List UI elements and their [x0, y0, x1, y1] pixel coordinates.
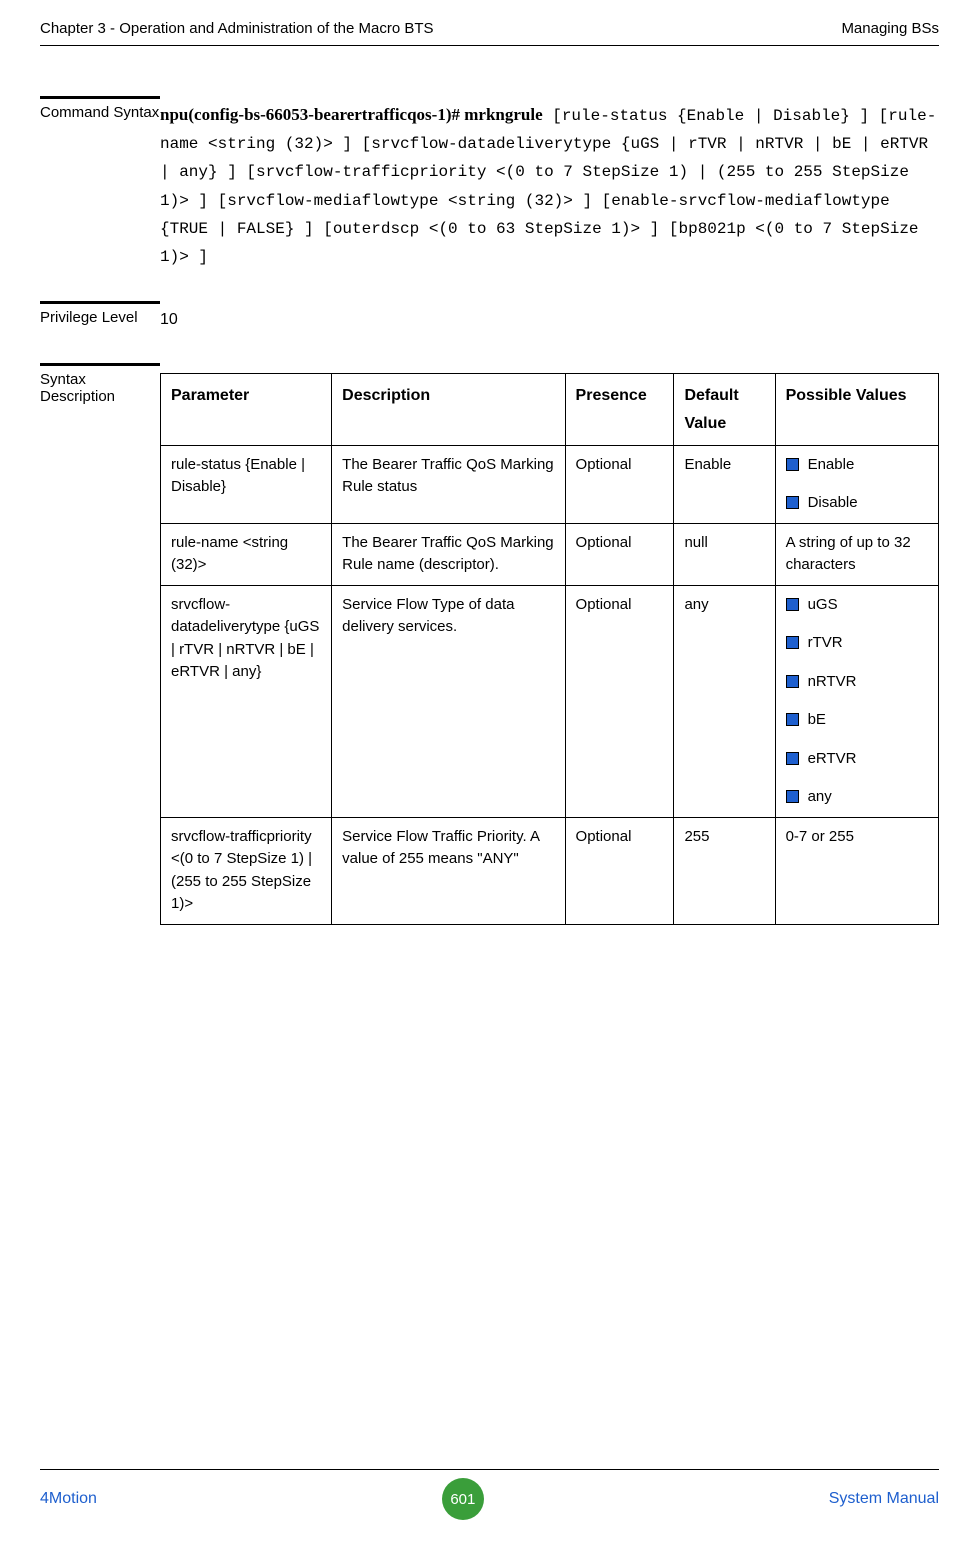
cell-description: The Bearer Traffic QoS Marking Rule name…: [332, 523, 565, 585]
cell-possible-values: uGS rTVR nRTVR bE eRTVR any: [775, 585, 938, 817]
cell-parameter: srvcflow-trafficpriority <(0 to 7 StepSi…: [161, 817, 332, 924]
table-row: rule-name <string (32)>The Bearer Traffi…: [161, 523, 939, 585]
syntax-table: Parameter Description Presence Default V…: [160, 373, 939, 924]
header-parameter: Parameter: [161, 374, 332, 445]
possible-values-list: uGS rTVR nRTVR bE eRTVR any: [786, 594, 928, 809]
table-row: rule-status {Enable | Disable}The Bearer…: [161, 445, 939, 523]
table-row: srvcflow-datadeliverytype {uGS | rTVR | …: [161, 585, 939, 817]
privilege-label: Privilege Level: [40, 301, 160, 333]
syntax-description-section: Syntax Description Parameter Description…: [40, 363, 939, 924]
possible-value-item: bE: [786, 709, 928, 732]
command-mono-text: [rule-status {Enable | Disable} ] [rule-…: [160, 107, 936, 266]
cell-presence: Optional: [565, 523, 674, 585]
syntax-description-label: Syntax Description: [40, 363, 160, 924]
header-presence: Presence: [565, 374, 674, 445]
header-left: Chapter 3 - Operation and Administration…: [40, 20, 434, 37]
cell-default-value: null: [674, 523, 775, 585]
footer-right: System Manual: [829, 1490, 939, 1508]
possible-value-item: nRTVR: [786, 671, 928, 694]
cell-presence: Optional: [565, 817, 674, 924]
privilege-section: Privilege Level 10: [40, 301, 939, 333]
page-number-badge: 601: [442, 1478, 484, 1520]
header-possible-values: Possible Values: [775, 374, 938, 445]
cell-parameter: srvcflow-datadeliverytype {uGS | rTVR | …: [161, 585, 332, 817]
cell-default-value: any: [674, 585, 775, 817]
cell-possible-values: 0-7 or 255: [775, 817, 938, 924]
page-header: Chapter 3 - Operation and Administration…: [40, 20, 939, 46]
possible-value-item: Disable: [786, 492, 928, 515]
header-default-value: Default Value: [674, 374, 775, 445]
possible-value-item: Enable: [786, 454, 928, 477]
cell-possible-values: Enable Disable: [775, 445, 938, 523]
possible-value-item: uGS: [786, 594, 928, 617]
command-syntax-section: Command Syntax npu(config-bs-66053-beare…: [40, 96, 939, 271]
table-header-row: Parameter Description Presence Default V…: [161, 374, 939, 445]
command-syntax-content: npu(config-bs-66053-bearertrafficqos-1)#…: [160, 96, 939, 271]
header-description: Description: [332, 374, 565, 445]
cell-parameter: rule-name <string (32)>: [161, 523, 332, 585]
page-footer: 4Motion 601 System Manual: [40, 1469, 939, 1520]
cell-possible-values: A string of up to 32 characters: [775, 523, 938, 585]
cell-presence: Optional: [565, 445, 674, 523]
footer-left: 4Motion: [40, 1490, 97, 1508]
cell-description: The Bearer Traffic QoS Marking Rule stat…: [332, 445, 565, 523]
header-right: Managing BSs: [841, 20, 939, 37]
possible-value-item: rTVR: [786, 632, 928, 655]
table-row: srvcflow-trafficpriority <(0 to 7 StepSi…: [161, 817, 939, 924]
cell-default-value: Enable: [674, 445, 775, 523]
possible-value-item: eRTVR: [786, 748, 928, 771]
syntax-description-content: Parameter Description Presence Default V…: [160, 363, 939, 924]
cell-default-value: 255: [674, 817, 775, 924]
cell-parameter: rule-status {Enable | Disable}: [161, 445, 332, 523]
possible-values-list: Enable Disable: [786, 454, 928, 515]
possible-value-item: any: [786, 786, 928, 809]
cell-description: Service Flow Traffic Priority. A value o…: [332, 817, 565, 924]
cell-presence: Optional: [565, 585, 674, 817]
cell-description: Service Flow Type of data delivery servi…: [332, 585, 565, 817]
privilege-value: 10: [160, 301, 939, 333]
command-bold-text: npu(config-bs-66053-bearertrafficqos-1)#…: [160, 105, 543, 124]
command-syntax-label: Command Syntax: [40, 96, 160, 271]
